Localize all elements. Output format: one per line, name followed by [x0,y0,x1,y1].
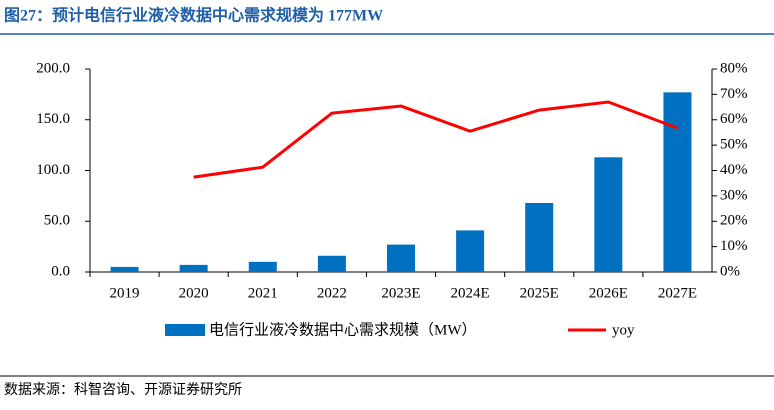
x-tick-label: 2020 [179,285,209,301]
chart-title: 图27：预计电信行业液冷数据中心需求规模为 177MW [4,6,383,25]
x-tick-label: 2021 [248,285,278,301]
y2-tick-label: 10% [720,238,748,254]
legend-swatch [165,324,205,336]
y2-tick-label: 40% [720,162,748,178]
bar [594,157,623,272]
legend-label: yoy [612,322,635,338]
bar [248,261,277,272]
y-tick-label: 100.0 [36,162,70,178]
x-tick-label: 2019 [110,285,140,301]
y-tick-label: 0.0 [51,263,70,279]
y2-tick-label: 50% [720,137,748,153]
legend-label: 电信行业液冷数据中心需求规模（MW） [209,321,477,338]
y2-tick-label: 80% [720,60,748,76]
x-tick-label: 2025E [520,285,559,301]
x-tick-label: 2022 [317,285,347,301]
x-tick-label: 2024E [451,285,490,301]
y2-tick-label: 20% [720,213,748,229]
y-tick-label: 150.0 [36,111,70,127]
y2-tick-label: 0% [720,263,740,279]
y2-tick-label: 30% [720,187,748,203]
bar [110,266,139,272]
x-tick-label: 2027E [658,285,697,301]
bar [317,255,346,272]
line [193,100,678,179]
y2-tick-label: 60% [720,111,748,127]
y-tick-label: 50.0 [44,213,70,229]
bar [179,264,208,272]
x-tick-label: 2026E [589,285,628,301]
bar [525,202,554,272]
y-tick-label: 200.0 [36,60,70,76]
x-tick-label: 2023E [381,285,420,301]
bar [387,244,415,272]
bar [663,92,692,272]
bar [456,230,485,272]
source: 数据来源：科智咨询、开源证券研究所 [4,382,242,398]
y2-tick-label: 70% [720,86,748,102]
